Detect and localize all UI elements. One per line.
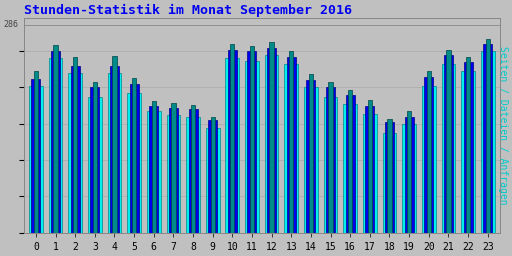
Bar (108, 73, 121, 233)
Bar (250, 46, 254, 233)
Bar (29, 86, 42, 233)
Bar (328, 82, 333, 233)
Bar (132, 78, 136, 233)
Bar (49, 58, 62, 233)
Bar (287, 57, 296, 233)
Bar (149, 106, 158, 233)
Bar (348, 90, 352, 233)
Bar (324, 97, 337, 233)
Bar (71, 66, 80, 233)
Bar (368, 100, 372, 233)
Text: 286: 286 (3, 20, 18, 29)
Y-axis label: Seiten / Dateien / Anfragen: Seiten / Dateien / Anfragen (498, 46, 508, 205)
Bar (171, 103, 176, 233)
Bar (382, 133, 396, 233)
Bar (485, 39, 490, 233)
Bar (385, 122, 394, 233)
Bar (90, 88, 99, 233)
Bar (191, 105, 195, 233)
Bar (265, 56, 279, 233)
Bar (466, 57, 470, 233)
Bar (402, 124, 416, 233)
Bar (461, 71, 475, 233)
Bar (230, 44, 234, 233)
Bar (31, 79, 40, 233)
Bar (463, 62, 473, 233)
Bar (366, 106, 374, 233)
Bar (127, 93, 141, 233)
Bar (326, 88, 335, 233)
Bar (206, 128, 220, 233)
Bar (444, 55, 453, 233)
Bar (68, 73, 82, 233)
Bar (130, 84, 139, 233)
Bar (247, 51, 257, 233)
Bar (51, 51, 60, 233)
Bar (404, 116, 414, 233)
Text: Stunden-Statistik im Monat September 2016: Stunden-Statistik im Monat September 201… (24, 4, 352, 17)
Bar (225, 58, 239, 233)
Bar (53, 45, 58, 233)
Bar (424, 77, 433, 233)
Bar (344, 104, 357, 233)
Bar (346, 95, 355, 233)
Bar (73, 57, 77, 233)
Bar (147, 111, 161, 233)
Bar (169, 108, 178, 233)
Bar (267, 48, 276, 233)
Bar (441, 64, 455, 233)
Bar (289, 51, 293, 233)
Bar (166, 115, 180, 233)
Bar (188, 109, 198, 233)
Bar (481, 51, 495, 233)
Bar (88, 97, 102, 233)
Bar (387, 119, 392, 233)
Bar (228, 50, 237, 233)
Bar (483, 44, 492, 233)
Bar (93, 82, 97, 233)
Bar (407, 111, 411, 233)
Bar (309, 74, 313, 233)
Bar (152, 101, 156, 233)
Bar (210, 116, 215, 233)
Bar (446, 50, 451, 233)
Bar (363, 114, 377, 233)
Bar (112, 56, 117, 233)
Bar (34, 71, 38, 233)
Bar (422, 86, 436, 233)
Bar (110, 66, 119, 233)
Bar (284, 64, 298, 233)
Bar (426, 71, 431, 233)
Bar (304, 88, 318, 233)
Bar (186, 116, 200, 233)
Bar (208, 120, 217, 233)
Bar (245, 61, 259, 233)
Bar (269, 42, 274, 233)
Bar (306, 80, 315, 233)
